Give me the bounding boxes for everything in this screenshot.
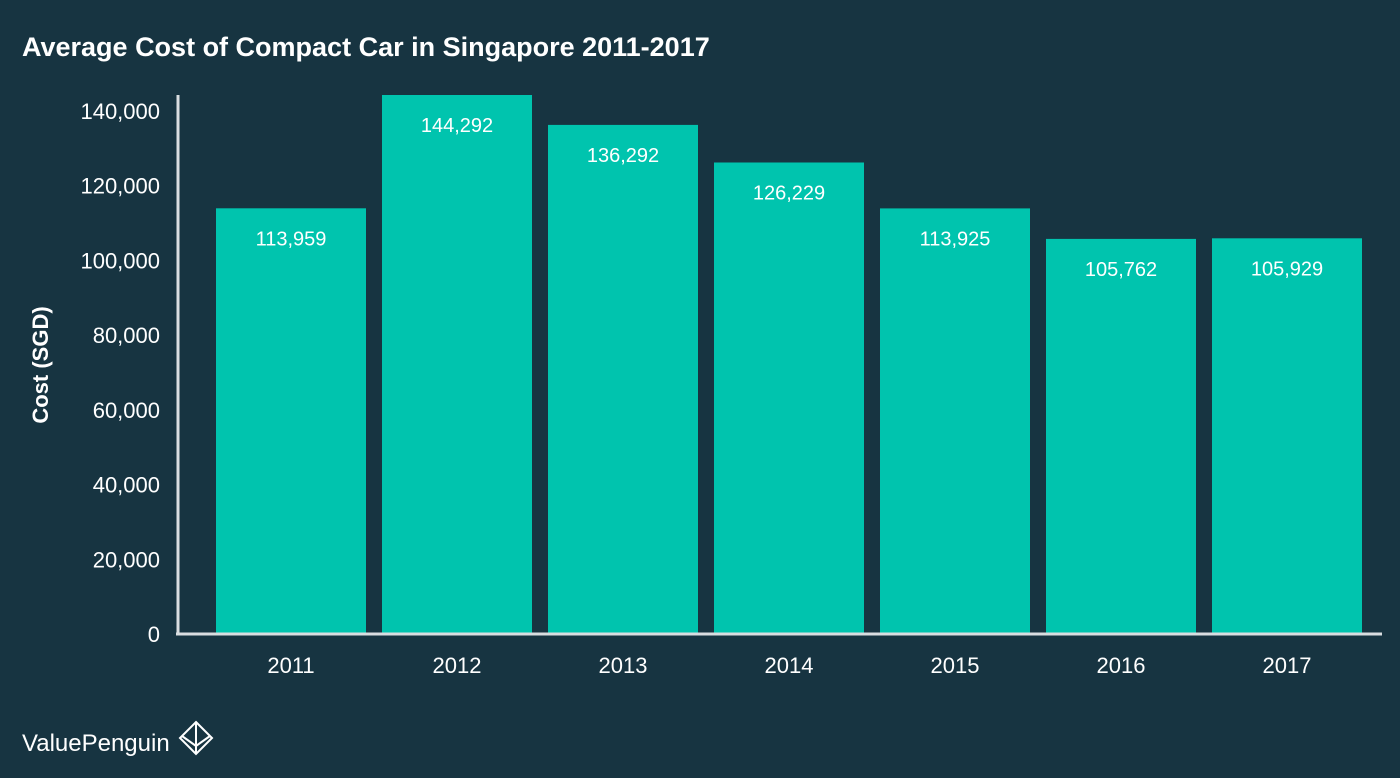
data-label-2013: 136,292 bbox=[587, 145, 659, 167]
bar-2012 bbox=[382, 95, 532, 634]
x-tick-2011: 2011 bbox=[267, 653, 314, 678]
bar-2014 bbox=[714, 162, 864, 634]
bar-2013 bbox=[548, 124, 698, 635]
y-tick-40000: 40,000 bbox=[93, 473, 160, 498]
data-label-2012: 144,292 bbox=[421, 115, 493, 137]
data-label-2015: 113,925 bbox=[920, 228, 991, 250]
x-tick-2016: 2016 bbox=[1097, 653, 1146, 678]
bar-2017 bbox=[1212, 238, 1362, 635]
y-tick-80000: 80,000 bbox=[93, 323, 160, 348]
y-ticks-layer: 0 20,000 40,000 60,000 80,000 100,000 120,000 1… bbox=[80, 99, 160, 647]
y-tick-20000: 20,000 bbox=[93, 547, 160, 572]
x-tick-2014: 2014 bbox=[765, 653, 814, 678]
y-tick-100000: 100,000 bbox=[80, 249, 160, 274]
data-label-2016: 105,762 bbox=[1085, 259, 1157, 281]
bar-2016 bbox=[1046, 238, 1196, 634]
x-tick-2017: 2017 bbox=[1263, 653, 1312, 678]
x-tick-2013: 2013 bbox=[599, 653, 648, 678]
valuepenguin-logo-icon bbox=[178, 720, 214, 756]
data-label-2014: 126,229 bbox=[753, 183, 825, 205]
bars-layer: 113,959 144,292 136,292 126,229 113,925 105,7… bbox=[216, 95, 1362, 635]
y-axis-label: Cost (SGD) bbox=[28, 306, 53, 423]
bar-2015 bbox=[880, 208, 1030, 634]
x-tick-2015: 2015 bbox=[931, 653, 980, 678]
y-tick-0: 0 bbox=[148, 622, 160, 647]
x-ticks-layer: 2011 2012 2013 2014 2015 2016 2017 bbox=[267, 653, 1311, 678]
y-tick-140000: 140,000 bbox=[80, 99, 160, 124]
data-label-2011: 113,959 bbox=[256, 228, 327, 250]
brand-name: ValuePenguin bbox=[22, 730, 170, 757]
x-tick-2012: 2012 bbox=[433, 653, 482, 678]
data-label-2017: 105,929 bbox=[1251, 258, 1323, 280]
chart-title: Average Cost of Compact Car in Singapore… bbox=[22, 32, 710, 62]
y-tick-60000: 60,000 bbox=[93, 398, 160, 423]
y-tick-120000: 120,000 bbox=[80, 174, 160, 199]
bar-2011 bbox=[216, 208, 366, 635]
